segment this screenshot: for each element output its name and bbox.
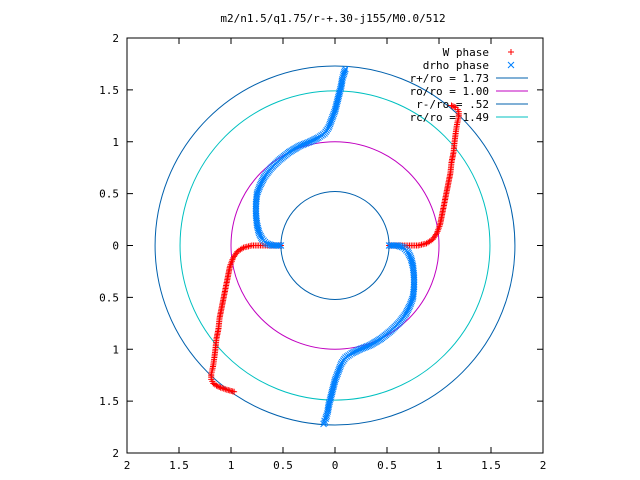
- y-tick-label: 1.5: [99, 395, 119, 408]
- y-tick-label: 0.5: [99, 291, 119, 304]
- point-marker: [451, 103, 458, 110]
- x-tick-label: 2: [540, 459, 547, 472]
- point-marker: [320, 420, 327, 428]
- reference-circles: [154, 65, 516, 426]
- x-tick-label: 0.5: [273, 459, 293, 472]
- point-marker: [449, 103, 456, 110]
- chart-title: m2/n1.5/q1.75/r-+.30-j155/M0.0/512: [220, 12, 445, 25]
- x-tick-label: 0: [332, 459, 339, 472]
- point-marker: [216, 383, 223, 390]
- y-tick-label: 1.5: [99, 84, 119, 97]
- point-marker: [324, 408, 332, 415]
- series-drho-phase: [252, 65, 418, 428]
- point-marker: [508, 49, 514, 55]
- circle-r-ro-1-73: [154, 65, 516, 426]
- point-marker: [264, 240, 272, 248]
- point-marker: [341, 67, 349, 75]
- point-marker: [214, 383, 221, 390]
- x-tick-label: 0.5: [377, 459, 397, 472]
- point-marker: [448, 102, 455, 109]
- point-marker: [452, 104, 459, 111]
- legend-label: r+/ro = 1.73: [410, 72, 489, 85]
- point-marker: [231, 388, 238, 395]
- series-w-phase: [208, 102, 462, 395]
- point-marker: [213, 382, 220, 389]
- circle-r-ro-52: [280, 191, 390, 300]
- point-marker: [398, 243, 406, 251]
- y-tick-label: 0: [112, 240, 119, 253]
- y-tick-label: 1: [112, 136, 119, 149]
- point-marker: [507, 61, 515, 69]
- legend-label: rc/ro = 1.49: [410, 111, 489, 124]
- y-tick-label: 2: [112, 32, 119, 45]
- point-marker: [222, 386, 229, 393]
- y-tick-label: 2: [112, 447, 119, 460]
- x-tick-label: 1.5: [169, 459, 189, 472]
- point-marker: [322, 413, 330, 421]
- legend-label: ro/ro = 1.00: [410, 85, 489, 98]
- point-marker: [322, 415, 329, 423]
- legend-label: drho phase: [423, 59, 489, 72]
- data-points: [208, 65, 462, 428]
- legend-label: r-/ro = .52: [416, 98, 489, 111]
- x-tick-label: 1: [436, 459, 443, 472]
- axis-ticks: 2 1.5 1 0.5 0 0.5 1 1.5 221.510.500.511.52: [99, 32, 546, 472]
- y-tick-label: 1: [112, 343, 119, 356]
- legend-label: W phase: [443, 46, 489, 59]
- x-tick-label: 2: [124, 459, 131, 472]
- x-tick-label: 1: [228, 459, 235, 472]
- x-tick-label: 1.5: [481, 459, 501, 472]
- circle-rc-ro-1-49: [179, 90, 491, 401]
- point-marker: [338, 76, 346, 83]
- y-tick-label: 0.5: [99, 188, 119, 201]
- point-marker: [342, 65, 349, 73]
- circle-ro-ro-1-00: [230, 141, 440, 350]
